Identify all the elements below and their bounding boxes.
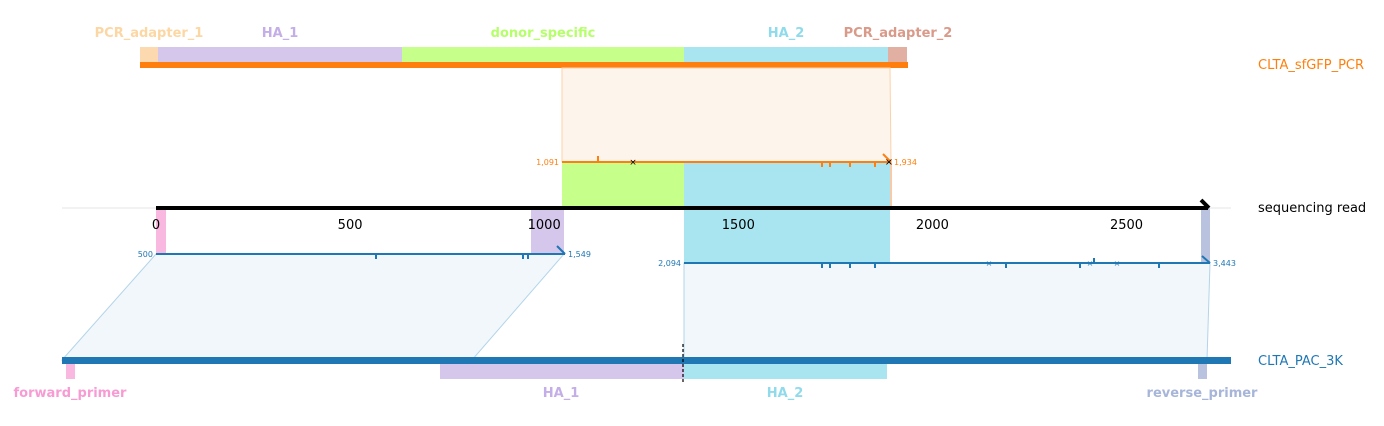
reverse-primer-feature — [1198, 364, 1207, 379]
pcr-adapter-2-label: PCR_adapter_2 — [844, 26, 953, 41]
top-sequence-name: CLTA_sfGFP_PCR — [1258, 58, 1364, 73]
bottom-alignments: 500 1,549 × × × 2,094 3,443 — [60, 208, 1236, 361]
bottom-ha2-highlight — [684, 208, 890, 263]
bottom-alignment-2-start-label: 2,094 — [658, 259, 681, 268]
donor-specific-feature — [402, 47, 684, 63]
bottom-alignment-2-end-label: 3,443 — [1213, 259, 1236, 268]
top-mismatch-ticks — [597, 156, 876, 167]
read-name: sequencing read — [1258, 201, 1366, 216]
top-alignment-end-label: 1,934 — [894, 158, 917, 167]
bottom-alignment-1-ticks — [375, 254, 529, 259]
pcr-adapter-2-feature — [888, 47, 907, 63]
top-alignment: × × 1,091 1,934 — [536, 67, 917, 208]
top-ha2-highlight — [684, 162, 890, 208]
bottom-alignment-1-arrowhead — [556, 245, 566, 255]
ha-2-feature-top — [684, 47, 888, 63]
bottom-mismatch-x: × — [1087, 259, 1094, 268]
forward-primer-label: forward_primer — [14, 386, 128, 401]
bottom-alignment-2-ticks — [821, 258, 1160, 268]
top-reference-track: PCR_adapter_1 HA_1 donor_specific HA_2 P… — [95, 26, 1364, 73]
top-alignment-projection — [561, 67, 892, 163]
bottom-reference-track: forward_primer HA_1 HA_2 reverse_primer … — [14, 344, 1343, 401]
ha-2-feature-bottom — [684, 364, 887, 379]
bottom-fwd-highlight — [156, 208, 166, 254]
read-arrowhead — [1199, 198, 1211, 210]
pcr-adapter-1-feature — [140, 47, 158, 63]
read-tick-label: 2000 — [916, 218, 949, 233]
bottom-alignment-2-projection — [683, 262, 1211, 361]
read-tick-label: 1000 — [528, 218, 561, 233]
read-tick-label: 0 — [152, 218, 160, 233]
bottom-sequence-name: CLTA_PAC_3K — [1258, 354, 1343, 369]
forward-primer-feature — [66, 364, 75, 379]
bottom-alignment-2-arrowhead — [1201, 255, 1211, 264]
top-mismatch-x: × — [885, 157, 893, 168]
bottom-mismatch-x: × — [986, 259, 993, 268]
ha-1-label-top: HA_1 — [262, 26, 299, 41]
top-alignment-start-label: 1,091 — [536, 158, 559, 167]
bottom-alignment-1-start-label: 500 — [138, 250, 153, 259]
bottom-mismatch-x: × — [1114, 259, 1121, 268]
bottom-alignment-1-end-label: 1,549 — [568, 250, 591, 259]
read-tick-group: 0 500 1000 1500 2000 2500 — [152, 218, 1143, 233]
read-tick-label: 2500 — [1110, 218, 1143, 233]
bottom-alignment-1-projection — [60, 253, 566, 361]
ha-1-label-bottom: HA_1 — [543, 386, 580, 401]
ha-1-feature-top — [158, 47, 402, 63]
bottom-rev-highlight — [1201, 208, 1210, 263]
top-mismatch-x: × — [629, 158, 637, 168]
ha-2-label-top: HA_2 — [768, 26, 805, 41]
donor-specific-label: donor_specific — [491, 26, 596, 41]
top-reference-bar — [140, 62, 908, 68]
read-tick-label: 1500 — [722, 218, 755, 233]
ha-2-label-bottom: HA_2 — [767, 386, 804, 401]
read-tick-label: 500 — [338, 218, 363, 233]
bottom-reference-bar — [62, 357, 1231, 364]
sequencing-read-axis: 0 500 1000 1500 2000 2500 sequencing read — [62, 198, 1366, 233]
pcr-adapter-1-label: PCR_adapter_1 — [95, 26, 204, 41]
reverse-primer-label: reverse_primer — [1147, 386, 1259, 401]
top-donor-highlight — [562, 162, 684, 208]
ha-1-feature-bottom — [440, 364, 684, 379]
top-alignment-arrowhead — [882, 153, 892, 163]
